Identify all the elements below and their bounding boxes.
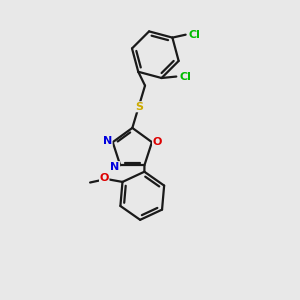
Text: Cl: Cl — [179, 71, 191, 82]
Text: N: N — [103, 136, 112, 146]
Text: N: N — [110, 162, 119, 172]
Text: O: O — [100, 173, 109, 183]
Text: S: S — [136, 102, 144, 112]
Text: Cl: Cl — [188, 30, 200, 40]
Text: O: O — [152, 137, 162, 147]
